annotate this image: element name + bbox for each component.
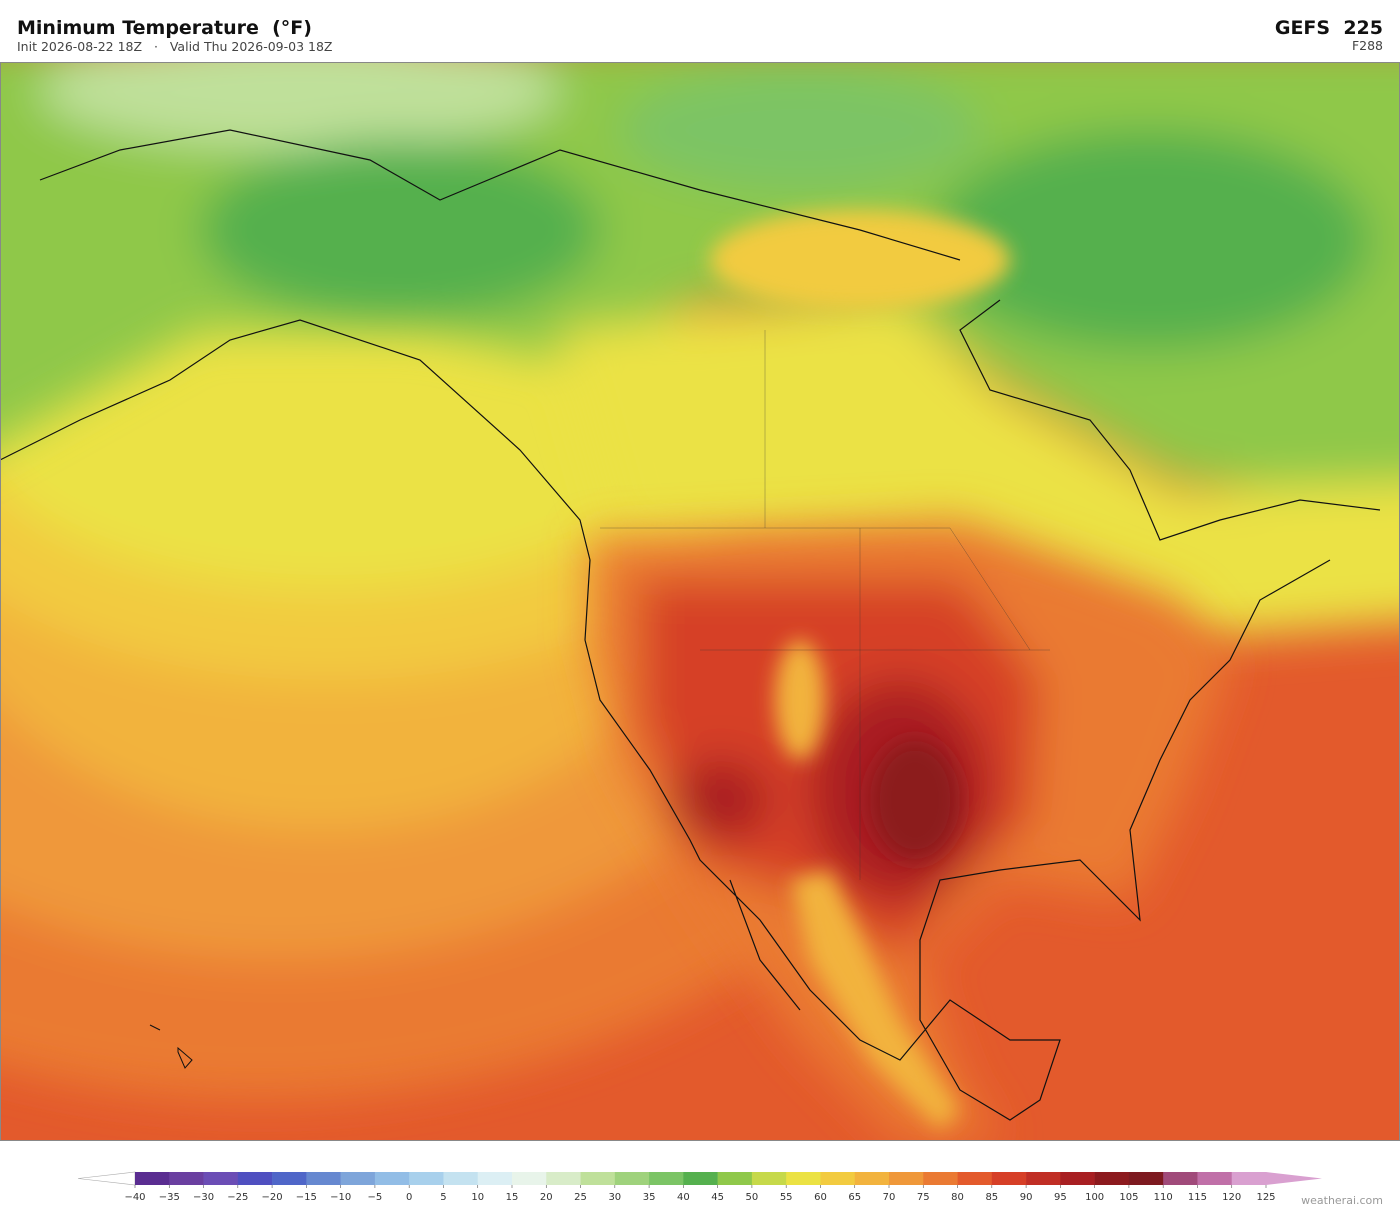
colorbar-extend-high [1266,1172,1322,1185]
colorbar-tick-label: 0 [406,1192,412,1203]
colorbar-bin [135,1172,170,1185]
colorbar: −40 −35 −30 −25 −20 −15 −10 −5 0 5 10 15 20 25 30 35 40 4… [77,1171,1322,1203]
colorbar-bin [580,1172,616,1185]
colorbar-bin [820,1172,856,1185]
colorbar-bin [649,1172,684,1185]
colorbar-tick-label: 15 [506,1192,519,1203]
field-35 [620,70,980,190]
colorbar-bin [1128,1172,1164,1185]
colorbar-tick-label: 125 [1256,1192,1275,1203]
colorbar-tick-label: −15 [296,1192,317,1203]
colorbar-bin [923,1172,958,1185]
field-40 [930,130,1370,350]
colorbar-tick-label: 70 [883,1192,896,1203]
map [0,62,1400,1141]
colorbar-tick-label: −40 [124,1192,145,1203]
title: Minimum Temperature (°F) [17,17,312,39]
field-65 [790,870,960,1130]
colorbar-tick-label: 105 [1119,1192,1138,1203]
colorbar-bin [1060,1172,1095,1185]
colorbar-tick-label: −30 [193,1192,214,1203]
colorbar-bin [340,1172,376,1185]
hawaii [149,1024,193,1069]
colorbar-bin [957,1172,993,1185]
colorbar-tick-label: 100 [1085,1192,1104,1203]
colorbar-tick-label: 10 [471,1192,484,1203]
colorbar-tick-label: −25 [227,1192,248,1203]
borders [600,330,1050,880]
colorbar-tick-label: −5 [368,1192,383,1203]
colorbar-tick-label: 75 [917,1192,930,1203]
colorbar-bin [237,1172,273,1185]
colorbar-tick-label: 65 [848,1192,861,1203]
colorbar-extend-low [77,1171,136,1186]
colorbar-bin [717,1172,753,1185]
colorbar-bin [1026,1172,1061,1185]
colorbar-bin [169,1172,204,1185]
colorbar-bin [1197,1172,1233,1185]
field-100 [870,740,960,860]
colorbar-bin [889,1172,924,1185]
colorbar-bin [203,1172,239,1185]
field-30 [40,62,560,150]
colorbar-tick-label: 5 [440,1192,446,1203]
colorbar-bin [751,1172,787,1185]
colorbar-tick-label: 95 [1054,1192,1067,1203]
colorbar-tick-label: 85 [985,1192,998,1203]
colorbar-bin [409,1172,444,1185]
colorbar-bin [1231,1172,1267,1185]
colorbar-bin [443,1172,479,1185]
colorbar-bin [272,1172,307,1185]
colorbar-tick-label: 30 [608,1192,621,1203]
credit: weatherai.com [1301,1194,1383,1207]
colorbar-tick-label: 40 [677,1192,690,1203]
northern-field [0,62,1400,640]
colorbar-tick-label: 55 [780,1192,793,1203]
field-95 [670,760,770,840]
colorbar-tick-label: 50 [746,1192,759,1203]
colorbar-tick-label: 35 [643,1192,656,1203]
colorbar-tick-label: 25 [574,1192,587,1203]
forecast-hour: F288 [1352,38,1383,53]
field-60 [710,210,1010,310]
colorbar-tick-label: −35 [159,1192,180,1203]
colorbar-bin [477,1172,513,1185]
field-40 [200,140,600,320]
colorbar-tick-label: −10 [330,1192,351,1203]
colorbar-bin [1163,1172,1198,1185]
colorbar-tick-label: 120 [1222,1192,1241,1203]
colorbar-bin [614,1172,650,1185]
model-label: GEFS 225 [1275,17,1383,39]
colorbar-bin [991,1172,1027,1185]
colorbar-bin [854,1172,890,1185]
colorbar-bin [512,1172,547,1185]
subtitle: Init 2026-08-22 18Z · Valid Thu 2026-09-… [17,39,333,54]
coastline [0,129,1381,1121]
colorbar-tick-label: 90 [1020,1192,1033,1203]
colorbar-tick-label: 110 [1154,1192,1173,1203]
colorbar-bin [374,1172,410,1185]
detail-field [710,210,1010,1130]
colorbar-tick-label: 45 [711,1192,724,1203]
colorbar-tick-label: 20 [540,1192,553,1203]
colorbar-tick-label: 60 [814,1192,827,1203]
colorbar-tick-label: −20 [262,1192,283,1203]
colorbar-bin [306,1172,341,1185]
colorbar-bin [546,1172,581,1185]
colorbar-bin [786,1172,821,1185]
colorbar-tick-label: 80 [951,1192,964,1203]
colorbar-bin [1094,1172,1130,1185]
colorbar-bin [683,1172,718,1185]
colorbar-tick-label: 115 [1188,1192,1207,1203]
field-65 [775,640,825,760]
field-55 [560,300,1400,640]
